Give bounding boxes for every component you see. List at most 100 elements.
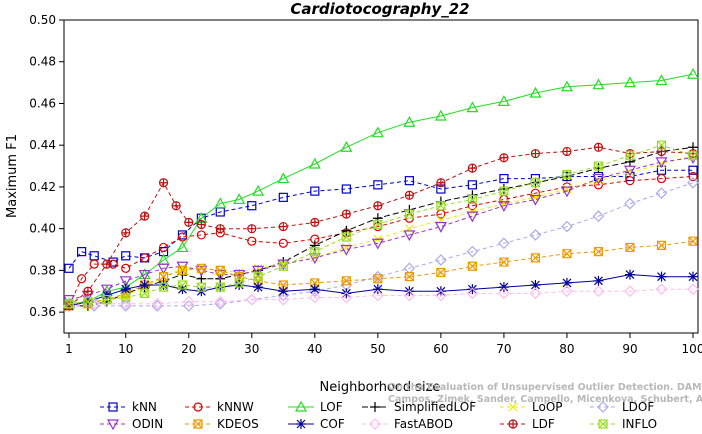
data-point-knnw bbox=[177, 232, 188, 242]
data-point-lof bbox=[233, 193, 246, 205]
legend-marker-knnw bbox=[193, 402, 203, 412]
data-point-odin bbox=[138, 269, 151, 281]
x-tick-label: 20 bbox=[181, 342, 196, 356]
data-point-odin bbox=[308, 253, 321, 265]
data-point-odin bbox=[119, 276, 132, 288]
data-point-lof bbox=[529, 86, 542, 98]
series-cof bbox=[64, 269, 698, 311]
data-point-fastabod bbox=[561, 285, 573, 298]
data-point-lof bbox=[655, 74, 668, 86]
legend: kNN kNNW LOF SimplifiedLOF LoOP LDOF ODIN KDEOS… bbox=[100, 400, 657, 431]
data-point-ldf bbox=[171, 201, 181, 211]
data-point-ldof bbox=[655, 187, 668, 200]
x-tick-label: 30 bbox=[244, 342, 259, 356]
x-tick-label: 40 bbox=[307, 342, 322, 356]
data-point-kdeos bbox=[177, 265, 188, 275]
chart-title: Cardiotocography_22 bbox=[290, 0, 469, 18]
x-tick-label: 50 bbox=[370, 342, 385, 356]
data-point-kdeos bbox=[215, 265, 225, 275]
data-point-ldf bbox=[467, 163, 477, 173]
data-point-odin bbox=[157, 263, 170, 275]
data-point-knn bbox=[373, 180, 383, 190]
data-point-knn bbox=[89, 251, 99, 261]
data-point-ldof bbox=[498, 237, 510, 250]
data-point-fastabod bbox=[371, 289, 384, 302]
data-point-ldof bbox=[403, 262, 416, 275]
data-point-fastabod bbox=[466, 287, 479, 300]
data-point-inflo bbox=[373, 219, 383, 230]
legend-item-knnw: kNNW bbox=[185, 400, 254, 414]
data-point-cof bbox=[278, 286, 289, 297]
legend-marker-odin bbox=[106, 419, 120, 431]
data-point-kdeos bbox=[625, 242, 635, 253]
legend-label-kdeos: KDEOS bbox=[217, 417, 259, 431]
data-point-odin bbox=[100, 284, 113, 296]
data-point-ldof bbox=[435, 254, 447, 266]
data-point-knnw bbox=[89, 259, 99, 269]
data-point-odin bbox=[466, 211, 479, 223]
data-point-lof bbox=[592, 78, 605, 90]
legend-marker-fastabod bbox=[369, 418, 381, 430]
data-point-fastabod bbox=[182, 295, 195, 308]
x-axis-title: Neighborhood size bbox=[320, 380, 441, 395]
data-point-inflo bbox=[121, 292, 131, 303]
data-point-simplifiedlof bbox=[593, 163, 604, 174]
data-point-odin bbox=[497, 201, 510, 212]
data-point-kdeos bbox=[373, 274, 383, 284]
y-tick-label: 0.38 bbox=[29, 263, 56, 277]
data-point-inflo bbox=[196, 282, 206, 292]
legend-marker-cof bbox=[296, 419, 306, 429]
data-point-fastabod bbox=[88, 297, 101, 310]
data-point-ldf bbox=[530, 148, 541, 159]
series-line-odin bbox=[68, 157, 694, 301]
data-point-ldf bbox=[247, 224, 257, 234]
legend-marker-loop bbox=[508, 402, 518, 412]
data-point-kdeos bbox=[593, 247, 604, 257]
legend-marker-kdeos bbox=[193, 419, 203, 429]
data-point-cof bbox=[372, 284, 383, 295]
data-point-inflo bbox=[253, 272, 263, 282]
data-point-cof bbox=[253, 282, 264, 293]
data-point-cof bbox=[139, 280, 150, 291]
data-point-loop bbox=[121, 291, 131, 300]
data-point-inflo bbox=[64, 299, 74, 309]
data-point-knn bbox=[499, 173, 509, 184]
data-point-kdeos bbox=[656, 240, 667, 250]
data-point-fastabod bbox=[655, 283, 668, 296]
data-point-kdeos bbox=[467, 261, 477, 271]
data-point-ldf bbox=[83, 286, 93, 296]
legend-marker-lof bbox=[294, 400, 308, 412]
data-point-simplifiedlof bbox=[372, 213, 383, 224]
data-point-odin bbox=[529, 194, 542, 206]
data-point-odin bbox=[434, 221, 447, 233]
data-point-kdeos bbox=[530, 253, 541, 263]
data-point-lof bbox=[371, 126, 384, 138]
data-point-lof bbox=[308, 157, 321, 169]
data-point-kdeos bbox=[562, 249, 572, 259]
data-point-kdeos bbox=[196, 263, 206, 273]
data-point-knnw bbox=[158, 242, 169, 253]
data-point-kdeos bbox=[404, 272, 414, 282]
y-tick-label: 0.44 bbox=[29, 138, 56, 152]
legend-item-fastabod: FastABOD bbox=[362, 417, 453, 431]
data-point-fastabod bbox=[498, 287, 510, 300]
legend-label-fastabod: FastABOD bbox=[394, 417, 453, 431]
data-point-ldof bbox=[687, 176, 699, 189]
data-point-kdeos bbox=[310, 278, 320, 288]
legend-marker-ldf bbox=[508, 419, 518, 429]
data-point-inflo bbox=[140, 288, 150, 298]
data-point-odin bbox=[233, 269, 246, 281]
data-point-simplifiedlof bbox=[624, 156, 635, 167]
data-point-ldf bbox=[158, 178, 169, 188]
legend-item-ldof: LDOF bbox=[590, 400, 654, 414]
data-point-inflo bbox=[499, 186, 509, 196]
data-point-fastabod bbox=[245, 293, 258, 306]
data-point-fastabod bbox=[529, 287, 542, 300]
series-line-ldof bbox=[69, 182, 694, 307]
data-point-cof bbox=[498, 282, 509, 293]
data-point-kdeos bbox=[499, 257, 509, 267]
data-point-ldf bbox=[310, 217, 320, 227]
legend-label-ldof: LDOF bbox=[622, 400, 654, 414]
data-point-inflo bbox=[234, 278, 244, 288]
data-point-simplifiedlof bbox=[498, 184, 509, 195]
